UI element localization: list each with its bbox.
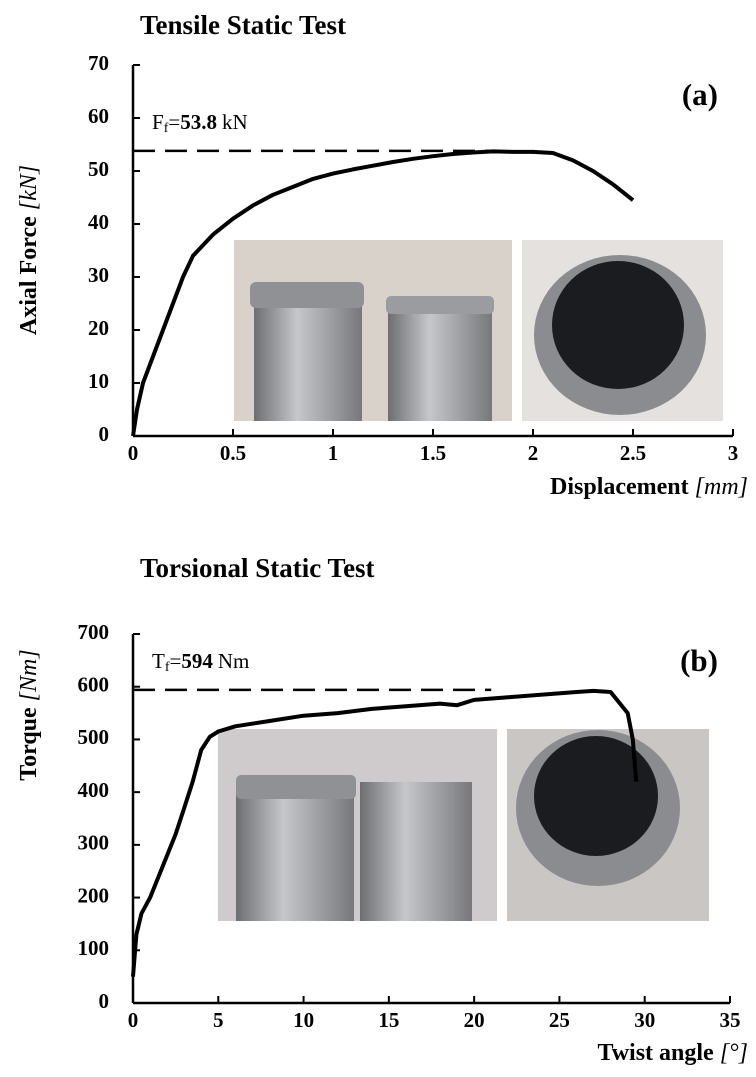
y-tick-label: 50 <box>88 157 109 181</box>
x-tick-label: 20 <box>464 1008 485 1032</box>
y-axis-label-text: Torque <box>16 707 42 781</box>
annotation-symbol: T <box>152 649 165 673</box>
y-axis-label-text: Axial Force <box>16 216 42 335</box>
x-axis-label: Twist angle [°] <box>597 1040 748 1066</box>
x-tick-label: 3 <box>728 441 739 465</box>
x-tick-label: 5 <box>213 1008 224 1032</box>
x-tick-label: 30 <box>634 1008 655 1032</box>
x-tick-label: 15 <box>378 1008 399 1032</box>
annotation-unit: kN <box>222 110 248 134</box>
y-tick-label: 0 <box>99 422 110 446</box>
annotation-value: 53.8 <box>180 110 217 134</box>
x-tick-label: 0 <box>128 1008 139 1032</box>
y-tick-label: 40 <box>88 210 109 234</box>
annotation-sign: = <box>168 110 180 134</box>
y-tick-label: 200 <box>78 883 110 907</box>
failure-annotation: Ff=53.8 kN <box>152 110 248 136</box>
y-tick-label: 700 <box>78 620 110 644</box>
x-tick-label: 1.5 <box>420 441 446 465</box>
y-tick-label: 20 <box>88 316 109 340</box>
x-tick-label: 1 <box>328 441 339 465</box>
x-tick-label: 2 <box>528 441 539 465</box>
y-tick-label: 500 <box>78 725 110 749</box>
panel-label: (b) <box>680 643 718 678</box>
data-line <box>131 149 635 437</box>
chart-title: Torsional Static Test <box>140 553 375 583</box>
x-axis-label-text: Displacement <box>550 474 689 500</box>
y-axis-label: Axial Force [kN] <box>16 165 42 335</box>
x-tick-label: 35 <box>720 1008 741 1032</box>
annotation-symbol: F <box>152 110 164 134</box>
annotation-value: 594 <box>181 649 213 673</box>
x-axis-label-unit: [mm] <box>695 474 748 500</box>
chart-title: Tensile Static Test <box>140 10 346 40</box>
y-tick-label: 400 <box>78 778 110 802</box>
y-tick-label: 70 <box>88 51 109 75</box>
photo-inset <box>218 240 723 921</box>
y-tick-label: 10 <box>88 369 109 393</box>
y-axis-label-unit: [kN] <box>16 165 42 210</box>
x-tick-label: 2.5 <box>620 441 646 465</box>
y-tick-label: 0 <box>99 989 110 1013</box>
y-axis-label: Torque [Nm] <box>16 649 42 780</box>
x-axis-label: Displacement [mm] <box>550 474 748 500</box>
annotation-subscript: f <box>165 660 170 675</box>
panel-label: (a) <box>682 77 718 112</box>
x-tick-label: 25 <box>549 1008 570 1032</box>
y-tick-label: 30 <box>88 263 109 287</box>
y-tick-label: 60 <box>88 104 109 128</box>
y-tick-label: 300 <box>78 831 110 855</box>
data-line <box>131 688 639 977</box>
x-axis-label-unit: [°] <box>720 1040 748 1066</box>
y-tick-label: 100 <box>78 936 110 960</box>
x-axis-label-text: Twist angle <box>597 1040 714 1066</box>
y-axis-label-unit: [Nm] <box>16 649 42 701</box>
annotation-sign: = <box>170 649 182 673</box>
failure-annotation: Tf=594 Nm <box>152 649 249 675</box>
x-tick-label: 10 <box>293 1008 314 1032</box>
y-tick-label: 600 <box>78 673 110 697</box>
x-tick-label: 0 <box>128 441 139 465</box>
x-tick-label: 0.5 <box>220 441 246 465</box>
annotation-subscript: f <box>164 121 169 136</box>
annotation-unit: Nm <box>218 649 250 673</box>
